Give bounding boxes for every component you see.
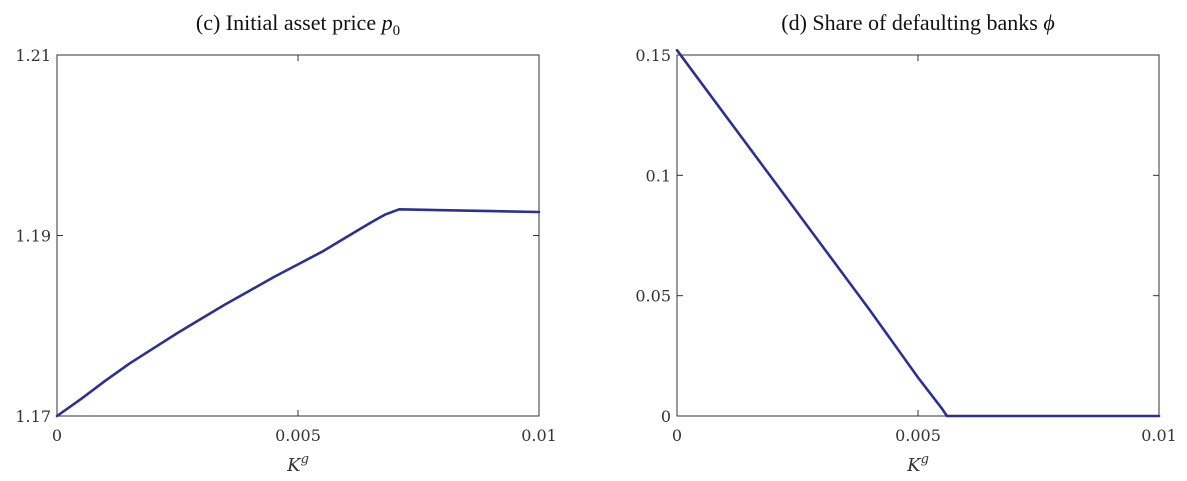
x-tick-label: 0 — [52, 426, 62, 445]
chart-panel-0: (c) Initial asset price p00 0.005 0.011.17… — [15, 10, 556, 476]
x-tick-label: 0 — [672, 426, 682, 445]
x-tick-label: 0.005 — [275, 426, 321, 445]
y-tick-label: 0.05 — [635, 287, 671, 306]
y-tick-label: 1.17 — [15, 407, 51, 426]
x-axis-label-base: K — [906, 455, 922, 476]
plot-frame — [676, 54, 1160, 417]
y-tick-label: 0.1 — [646, 166, 671, 185]
x-axis-label-superscript: g — [921, 452, 929, 467]
chart-title: (d) Share of defaulting banks ϕ — [781, 10, 1054, 35]
series-line-0 — [675, 48, 1161, 418]
x-tick-label: 0.005 — [895, 426, 941, 445]
y-tick-label: 0.15 — [635, 46, 671, 65]
x-tick-label: 0.01 — [1141, 426, 1177, 445]
chart-title: (c) Initial asset price p0 — [196, 10, 400, 39]
chart-title-symbol: ϕ — [1043, 10, 1054, 35]
y-tick-label: 1.21 — [15, 46, 51, 65]
plot-frame — [56, 54, 540, 417]
chart-title-text: (d) Share of defaulting banks — [781, 10, 1043, 35]
x-axis-label-base: K — [286, 455, 302, 476]
x-axis-label: Kg — [286, 452, 309, 476]
y-tick-label: 1.19 — [15, 227, 51, 246]
y-tick-label: 0 — [661, 407, 671, 426]
x-tick-label: 0.01 — [521, 426, 557, 445]
chart-title-subscript: 0 — [393, 23, 401, 39]
chart-panel-1: (d) Share of defaulting banks ϕ 0 0.005 0.0… — [635, 10, 1176, 476]
chart-title-symbol: p — [380, 10, 393, 35]
x-axis-label-superscript: g — [301, 452, 309, 467]
chart-title-text: (c) Initial asset price — [196, 10, 382, 35]
series-line-0 — [55, 208, 541, 418]
x-axis-label: Kg — [906, 452, 929, 476]
